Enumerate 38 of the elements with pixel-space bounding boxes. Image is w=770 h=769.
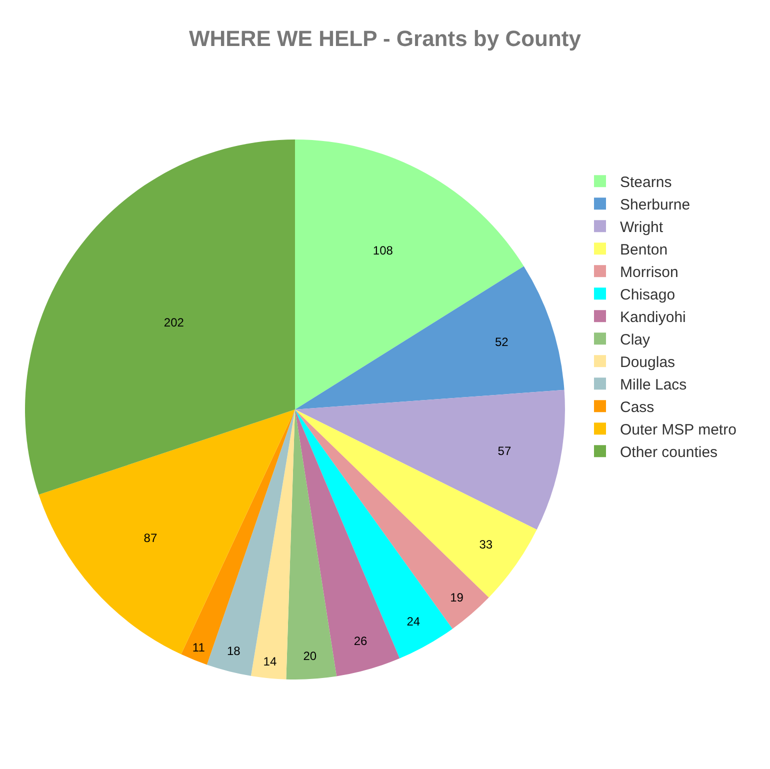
pie-slice <box>295 390 565 530</box>
legend-label: Kandiyohi <box>620 308 686 326</box>
data-label: 20 <box>303 648 317 663</box>
legend-label: Stearns <box>620 174 672 191</box>
legend-label: Benton <box>620 241 668 258</box>
pie-slice <box>295 410 400 676</box>
data-label: 57 <box>498 444 512 458</box>
chart-title: WHERE WE HELP - Grants by County <box>189 26 582 52</box>
data-label: 87 <box>144 531 158 546</box>
pie-slice <box>286 410 337 680</box>
data-label: 52 <box>494 334 509 349</box>
legend-label: Other counties <box>620 444 718 461</box>
legend-label: Douglas <box>620 354 676 371</box>
legend-label: Morrison <box>620 264 678 281</box>
legend-label: Clay <box>620 331 651 348</box>
data-label: 11 <box>192 640 206 655</box>
pie-slice <box>38 410 295 654</box>
legend-label: Wright <box>620 218 664 236</box>
data-label: 33 <box>479 538 493 552</box>
pie-slice <box>295 140 524 410</box>
legend-label: Mille Lacs <box>620 376 687 394</box>
legend-label: Outer MSP metro <box>620 421 736 438</box>
data-label: 26 <box>354 634 368 648</box>
legend-label: Chisago <box>620 286 676 304</box>
data-label: 24 <box>406 614 420 628</box>
data-label: 202 <box>164 315 184 330</box>
pie-slice <box>206 410 295 676</box>
pie-slice <box>250 410 295 680</box>
legend-label: Sherburne <box>620 196 690 214</box>
data-label: 19 <box>450 590 464 604</box>
pie-slice <box>295 266 564 410</box>
data-label: 14 <box>263 654 277 669</box>
pie-slice <box>295 410 452 658</box>
pie-slice <box>25 140 295 495</box>
legend-label: Cass <box>620 398 654 416</box>
data-label: 108 <box>372 243 394 258</box>
data-label: 18 <box>227 644 241 658</box>
pie-slice <box>181 410 295 665</box>
